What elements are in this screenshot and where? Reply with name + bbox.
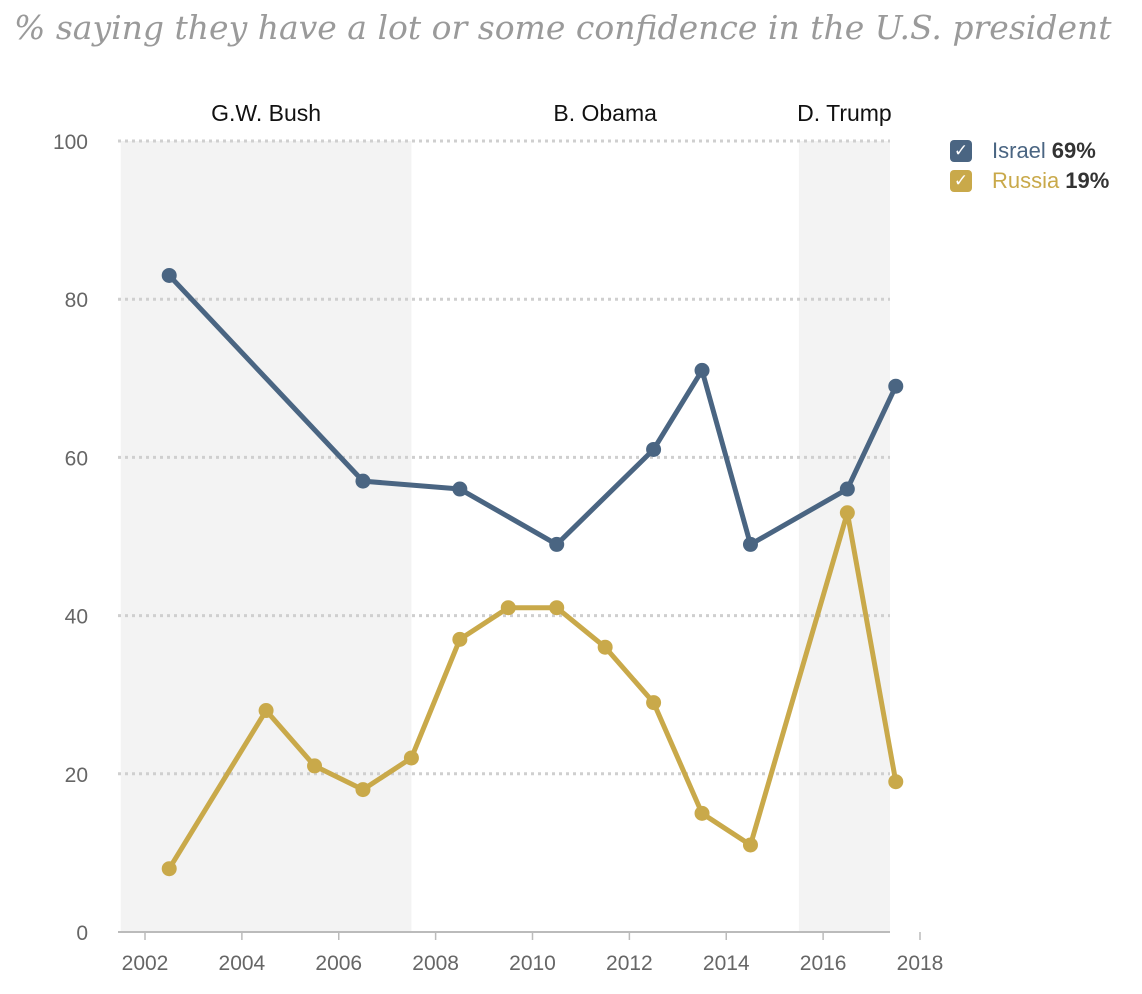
data-point-israel [888,378,904,394]
presidency-shading [120,141,890,932]
y-tick-label: 0 [76,922,88,945]
presidency-band [798,141,890,932]
data-point-israel [694,362,710,378]
x-tick-label: 2002 [122,952,169,975]
legend-item-russia[interactable]: ✓ Russia 19% [950,166,1109,196]
x-tick-label: 2008 [412,952,459,975]
data-point-russia [307,758,323,774]
data-point-israel [839,481,855,497]
checkbox-icon[interactable]: ✓ [950,170,972,192]
gridlines [118,139,890,933]
legend-value-russia: 19% [1065,168,1110,193]
y-tick-label: 80 [65,289,88,312]
data-point-russia [888,774,904,790]
series-points [161,267,904,877]
data-point-russia [646,695,662,711]
presidency-band [120,141,412,932]
data-point-israel [646,441,662,457]
series-line-russia [166,510,899,872]
data-point-russia [355,782,371,798]
data-point-russia [549,600,565,616]
legend-value-israel: 69% [1051,138,1096,163]
data-point-russia [694,805,710,821]
x-tick-label: 2006 [315,952,362,975]
x-axis-ticks: 2002 2004 2006 2008 2010 2012 2014 2016 2018 [122,932,944,975]
data-point-russia [742,837,758,853]
data-point-israel [161,267,177,283]
presidency-labels: G.W. Bush B. Obama D. Trump [211,100,892,126]
y-tick-label: 40 [65,606,88,629]
x-tick-label: 2004 [219,952,266,975]
y-tick-label: 20 [65,764,88,787]
data-point-russia [597,639,613,655]
x-tick-label: 2010 [509,952,556,975]
presidency-label: G.W. Bush [211,100,321,126]
x-tick-label: 2014 [703,952,750,975]
data-point-israel [355,473,371,489]
data-point-russia [258,703,274,719]
data-point-israel [549,536,565,552]
chart-title: % saying they have a lot or some confide… [14,8,1112,47]
presidency-label: B. Obama [553,100,657,126]
y-axis-ticks: 0 20 40 60 80 100 [53,131,88,945]
data-point-russia [161,861,177,877]
y-tick-label: 100 [53,131,88,154]
legend-item-israel[interactable]: ✓ Israel 69% [950,136,1109,166]
data-point-russia [839,505,855,521]
data-point-russia [403,750,419,766]
presidency-label: D. Trump [797,100,892,126]
data-point-russia [500,600,516,616]
y-tick-label: 60 [65,447,88,470]
data-point-israel [452,481,468,497]
x-tick-label: 2018 [897,952,944,975]
legend-label-russia: Russia [992,168,1060,193]
legend-label-israel: Israel [992,138,1046,163]
x-tick-label: 2012 [606,952,653,975]
x-tick-label: 2016 [800,952,847,975]
data-point-israel [742,536,758,552]
data-point-russia [452,631,468,647]
legend: ✓ Israel 69% ✓ Russia 19% [950,136,1109,196]
checkbox-icon[interactable]: ✓ [950,140,972,162]
